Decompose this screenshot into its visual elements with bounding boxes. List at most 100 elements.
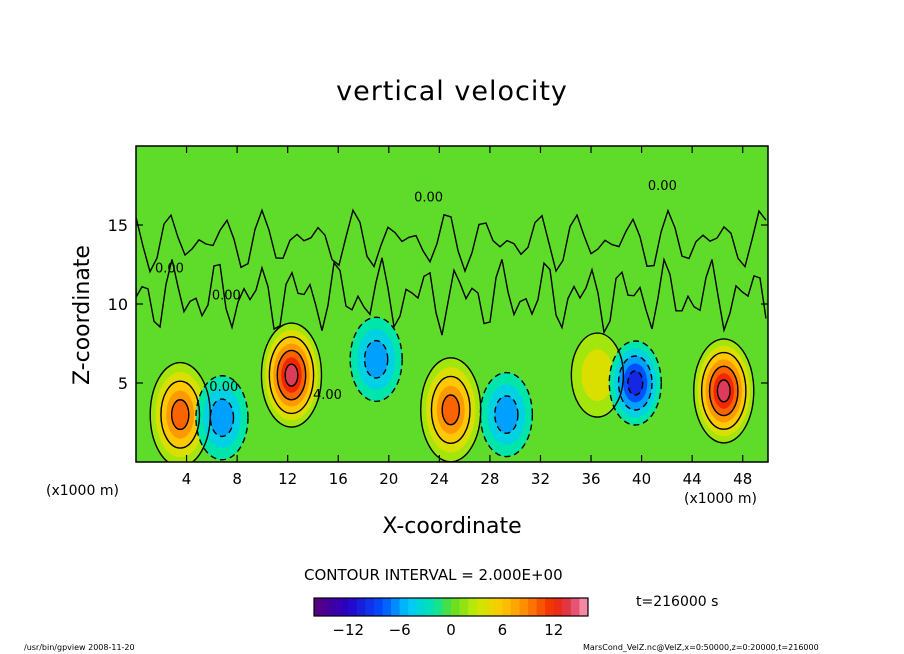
x-tick-label: 20 — [379, 470, 398, 488]
colorbar-swatch — [485, 598, 495, 616]
velocity-cell — [350, 317, 403, 402]
footer-left: /usr/bin/gpview 2008-11-20 — [24, 643, 135, 652]
contour-line — [479, 371, 534, 458]
colorbar-swatch — [322, 598, 332, 616]
colorbar-tick-label: −6 — [389, 621, 411, 639]
colorbar-swatch — [451, 598, 460, 616]
contour-line — [209, 398, 235, 438]
colorbar-swatch — [408, 598, 418, 616]
footer-right: MarsCond_VelZ.nc@VelZ,x=0:50000,z=0:2000… — [583, 643, 819, 652]
contour-interval-label: CONTOUR INTERVAL = 2.000E+00 — [304, 566, 563, 584]
colorbar-swatch — [382, 598, 392, 616]
colorbar-swatch — [356, 598, 366, 616]
x-unit-label-left: (x1000 m) — [46, 483, 119, 499]
contour-line — [627, 370, 644, 396]
colorbar-swatch — [579, 598, 589, 616]
contour-line — [363, 339, 389, 379]
colorbar-swatch — [433, 598, 443, 616]
contour-line — [700, 351, 747, 430]
colorbar-swatch — [562, 598, 572, 616]
zero-contour-line — [136, 256, 767, 336]
colorbar-swatch — [468, 598, 478, 616]
colorbar-swatch — [399, 598, 409, 616]
colorbar-swatch — [373, 598, 383, 616]
colorbar-tick-label: 0 — [446, 621, 456, 639]
colorbar-swatch — [553, 598, 563, 616]
y-axis-label: Z-coordinate — [70, 245, 95, 385]
colorbar-swatch — [331, 598, 341, 616]
colorbar-frame — [313, 597, 589, 617]
colorbar-swatch — [459, 598, 469, 616]
x-unit-label-right: (x1000 m) — [684, 491, 757, 507]
contour-line — [284, 363, 299, 387]
colorbar-swatch — [536, 598, 546, 616]
contour-value-label: 0.00 — [209, 380, 238, 395]
x-tick-label: 16 — [329, 470, 348, 488]
contour-value-label: 0.00 — [414, 190, 443, 205]
velocity-cell — [609, 341, 662, 425]
x-axis-label: X-coordinate — [382, 514, 522, 539]
upper-contour-line — [136, 208, 767, 274]
colorbar-swatch — [528, 598, 538, 616]
colorbar-swatch — [339, 598, 349, 616]
velocity-level — [442, 395, 460, 425]
colorbar-tick-label: −12 — [332, 621, 364, 639]
y-tick-label: 10 — [108, 295, 128, 314]
velocity-level — [627, 371, 643, 395]
contour-line — [349, 316, 403, 402]
colorbar-swatch — [519, 598, 529, 616]
x-tick-label: 32 — [531, 470, 550, 488]
x-tick-label: 36 — [581, 470, 600, 488]
colorbar-swatch — [493, 598, 503, 616]
chart-title: vertical velocity — [336, 76, 568, 107]
contour-value-label: 0.00 — [155, 261, 184, 276]
contour-line — [441, 394, 461, 426]
colorbar-swatch — [314, 598, 323, 616]
contour-value-label: 4.00 — [313, 388, 342, 403]
velocity-level — [717, 379, 731, 402]
contour-line — [608, 340, 662, 426]
colorbar-swatch — [510, 598, 520, 616]
colorbar-tick-label: 6 — [498, 621, 508, 639]
colorbar-swatch — [391, 598, 401, 616]
colorbar-swatch — [365, 598, 375, 616]
contour-line — [570, 332, 625, 418]
y-tick-label: 15 — [108, 216, 128, 235]
contour-line — [716, 379, 731, 403]
x-tick-label: 48 — [733, 470, 752, 488]
x-tick-label: 24 — [430, 470, 449, 488]
contour-line — [160, 380, 201, 449]
colorbar-swatch — [348, 598, 358, 616]
velocity-cell — [420, 357, 481, 462]
x-tick-label: 40 — [632, 470, 651, 488]
contour-line — [170, 399, 190, 431]
x-tick-label: 12 — [278, 470, 297, 488]
colorbar-swatch — [476, 598, 486, 616]
colorbar-swatch — [425, 598, 435, 616]
contour-value-label: 0.00 — [212, 288, 241, 303]
contour-line — [693, 338, 755, 444]
velocity-cell — [480, 372, 533, 457]
x-tick-label: 4 — [182, 470, 192, 488]
velocity-level — [581, 349, 614, 401]
colorbar-swatch — [570, 598, 580, 616]
contour-line — [268, 336, 315, 415]
x-tick-label: 8 — [232, 470, 242, 488]
contour-line — [260, 322, 323, 428]
velocity-cell — [150, 362, 211, 462]
contour-value-label: 0.00 — [648, 179, 677, 194]
contour-line — [494, 395, 519, 434]
y-tick-label: 5 — [118, 374, 128, 393]
velocity-level — [494, 395, 518, 434]
colorbar-swatch — [502, 598, 512, 616]
time-label: t=216000 s — [636, 594, 719, 610]
colorbar-tick-label: 12 — [544, 621, 563, 639]
velocity-cell — [261, 323, 322, 428]
velocity-level — [364, 340, 388, 378]
x-tick-label: 28 — [480, 470, 499, 488]
contour-line — [276, 349, 307, 401]
colorbar-swatch — [545, 598, 555, 616]
contour-line — [708, 365, 739, 417]
velocity-level — [171, 399, 189, 430]
